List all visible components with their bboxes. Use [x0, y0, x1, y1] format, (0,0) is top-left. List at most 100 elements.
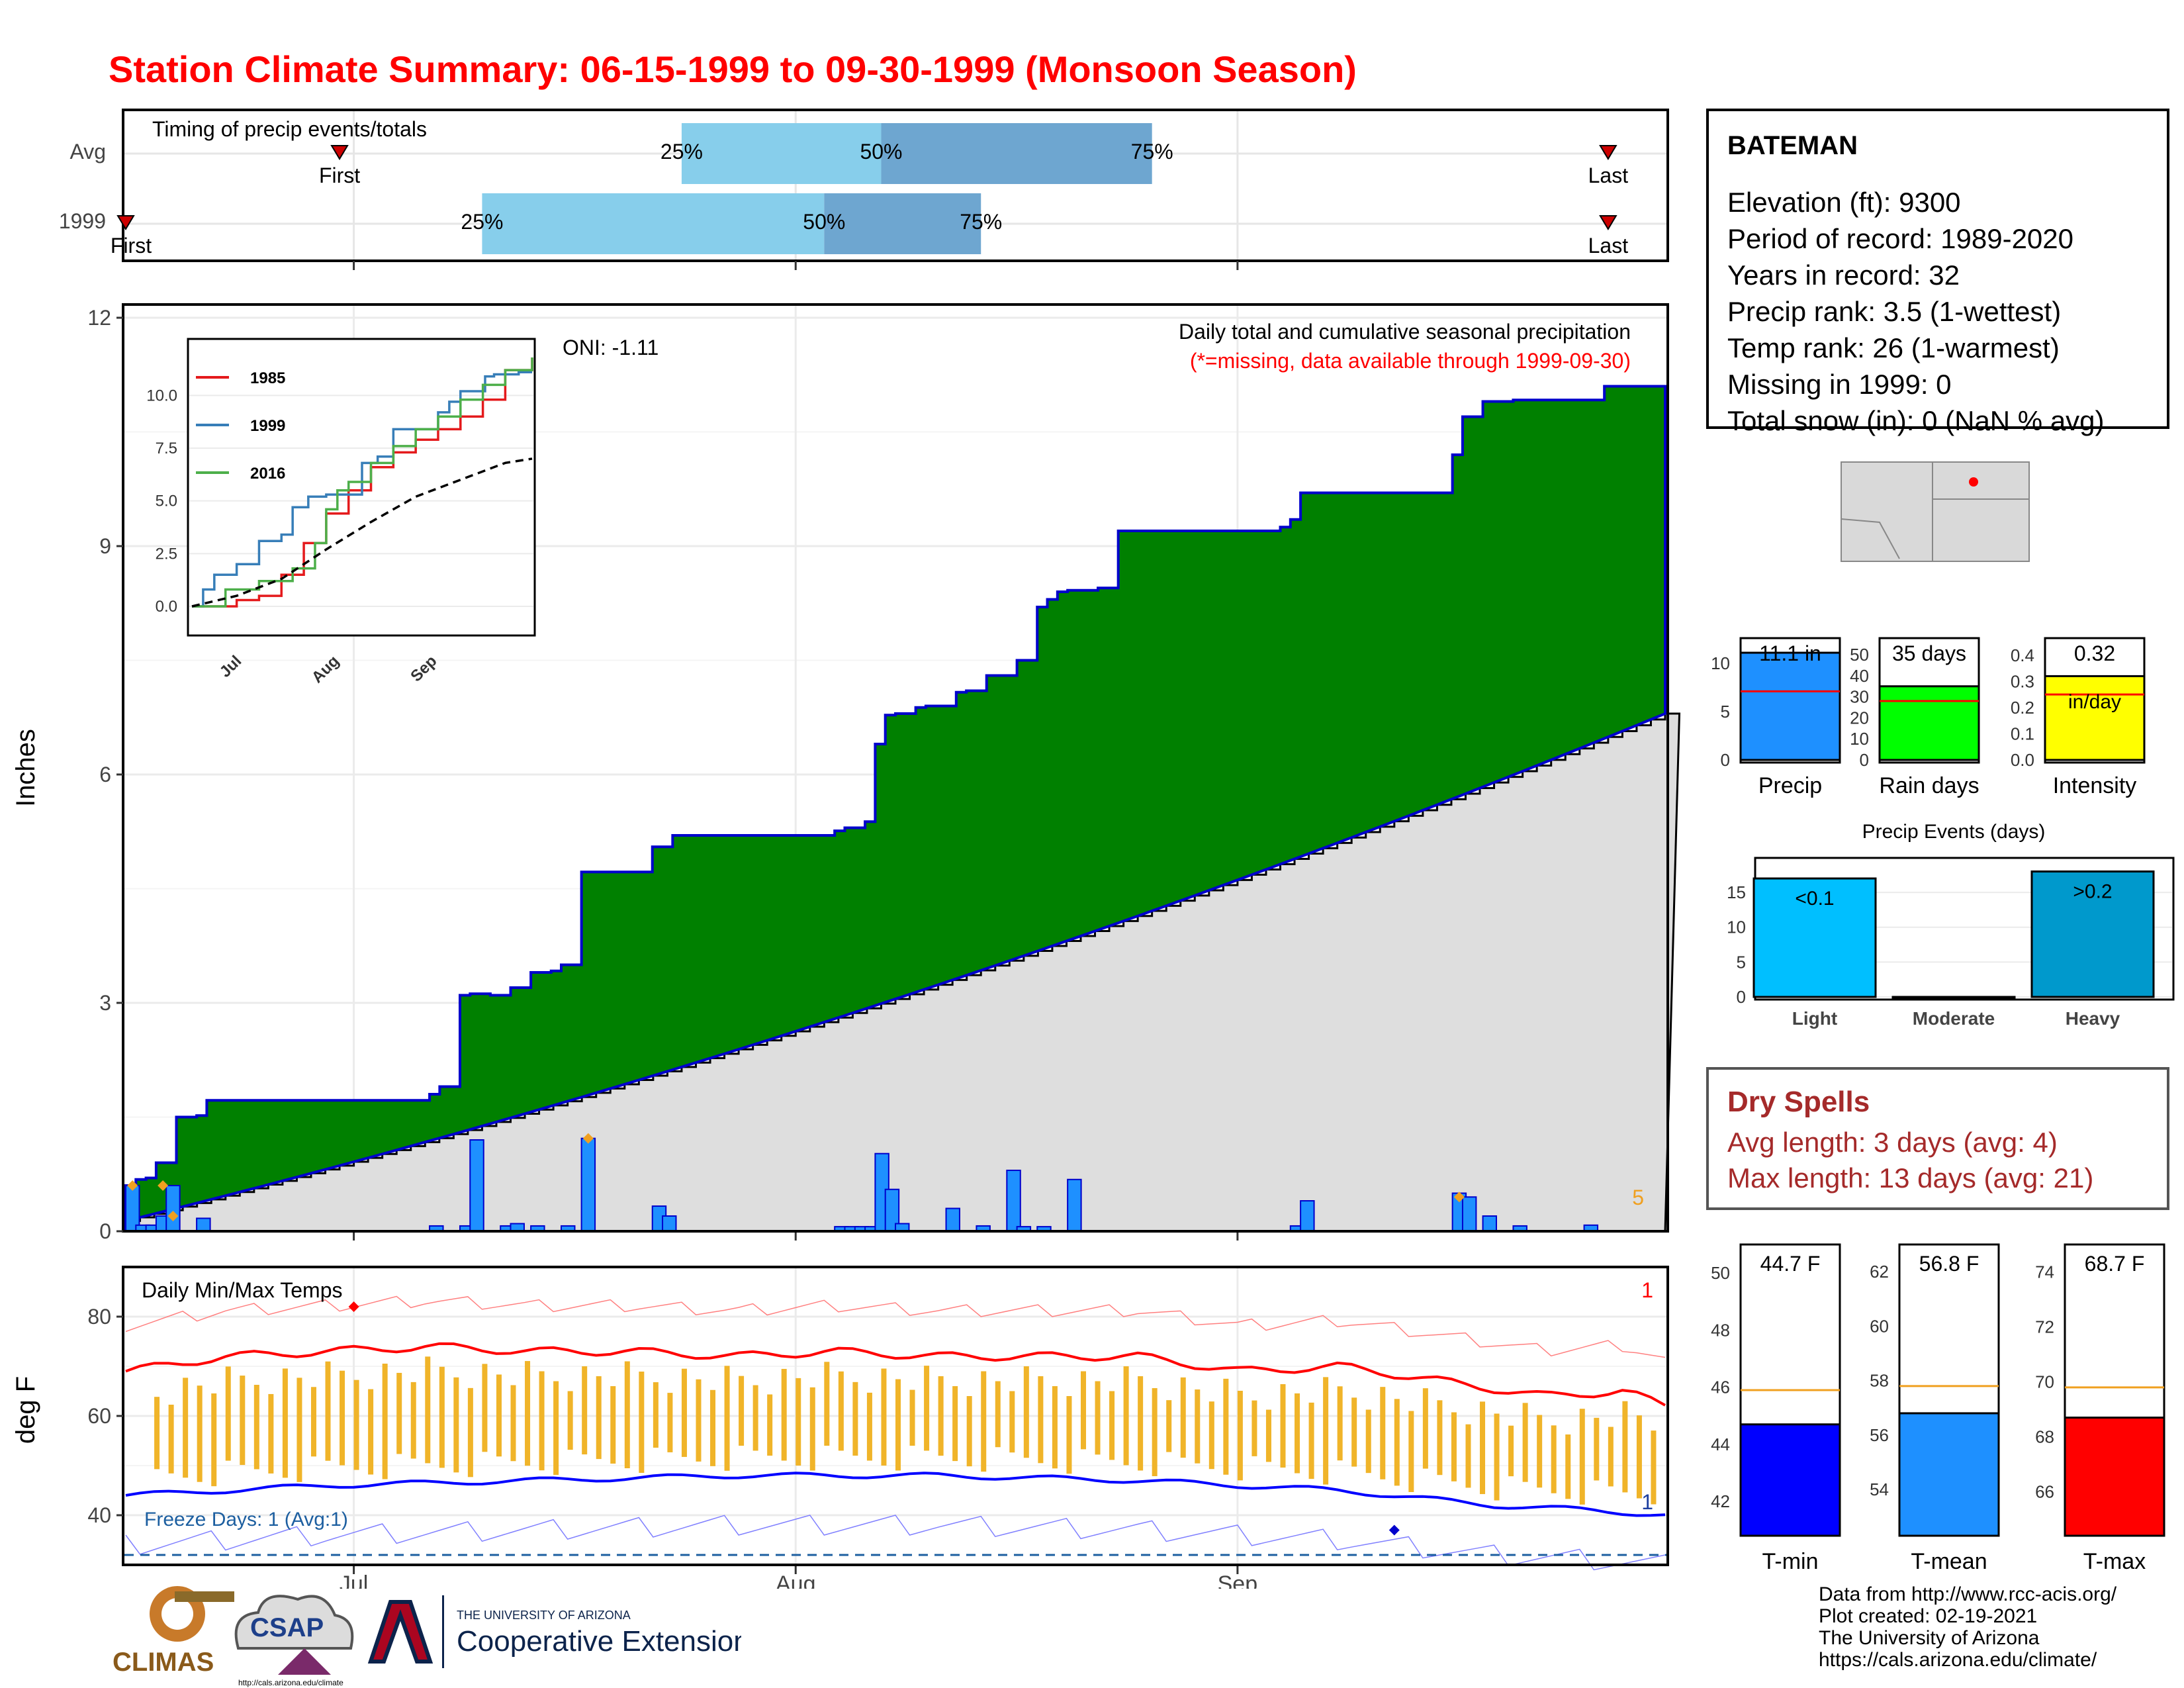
record-high-marker: [348, 1301, 359, 1312]
timing-avg-q25-q50-bar: [681, 123, 882, 184]
timing-avg-q50-q75-bar: [881, 123, 1152, 184]
temp-range-bar: [482, 1364, 488, 1452]
locator-map: [1841, 461, 2030, 562]
events-bar-heavy: [2030, 870, 2155, 998]
station-snow: Total snow (in): 0 (NaN % avg): [1727, 405, 2105, 436]
daily-precip-bar: [1300, 1200, 1315, 1232]
credit-plot-created: Plot created: 02-19-2021: [1819, 1605, 2038, 1627]
inset-line-1999: [192, 371, 532, 608]
temp-range-bar: [1052, 1386, 1058, 1469]
temp-range-bar: [453, 1377, 459, 1473]
station-location-marker: [1969, 477, 1978, 487]
tmax-summary-tick: 70: [2035, 1372, 2054, 1392]
station-temp-rank: Temp rank: 26 (1-warmest): [1727, 332, 2060, 363]
temp-range-bar: [1066, 1396, 1072, 1474]
intensity-summary-tick: 0.1: [2011, 724, 2034, 743]
precip-ytick-label: 12: [87, 306, 111, 330]
temp-range-bar: [183, 1378, 189, 1478]
dry-spells-title: Dry Spells: [1727, 1086, 1870, 1118]
daily-precip-bar: [125, 1185, 140, 1232]
temp-range-bar: [624, 1361, 630, 1469]
station-info-box: BATEMAN Elevation (ft): 9300 Period of r…: [1706, 109, 2169, 436]
temp-range-bar: [1265, 1409, 1271, 1462]
precip-summary-tick: 0: [1721, 750, 1730, 770]
temp-range-bar: [382, 1364, 388, 1479]
temp-range-bar: [1437, 1400, 1443, 1476]
tmean-summary-tick: 54: [1870, 1479, 1889, 1499]
temp-range-bar: [467, 1387, 473, 1477]
heavy-event-marker: [1453, 1192, 1465, 1203]
temp-range-bar: [981, 1371, 987, 1472]
timing-avg-first-marker: [330, 145, 349, 160]
temp-range-bar: [539, 1371, 545, 1471]
credit-university: The University of Arizona: [1819, 1627, 2040, 1649]
timing-avg-last-marker: [1599, 145, 1617, 160]
temp-range-bar: [1537, 1415, 1543, 1488]
temp-range-bar: [809, 1387, 815, 1471]
temp-range-bar: [966, 1396, 972, 1467]
events-category-label: Heavy: [2066, 1008, 2120, 1029]
station-details: Elevation (ft): 9300 Period of record: 1…: [1727, 184, 2105, 439]
heavy-event-marker: [127, 1180, 138, 1191]
temp-range-bar: [1237, 1391, 1243, 1481]
temp-range-bar: [225, 1366, 231, 1461]
temp-range-bar: [1451, 1412, 1457, 1481]
raindays-summary-tick: 10: [1850, 729, 1869, 749]
station-name: BATEMAN: [1727, 131, 1858, 160]
temp-summary-bars: 42 44 46 48 50 44.7 F T-min 54 56 58 60 62 56.8 F T-…: [1711, 1243, 2165, 1574]
daily-precip-bar: [580, 1137, 596, 1232]
daily-precip-bar: [469, 1139, 484, 1232]
heavy-event-marker: [582, 1133, 594, 1144]
temp-range-bar: [510, 1385, 516, 1462]
raindays-summary-tick: 30: [1850, 687, 1869, 707]
intensity-summary-bar: [2044, 675, 2146, 761]
temp-panel: 40 60 80 Jul Aug Sep Daily Min/Max Temps Fre…: [11, 1266, 1669, 1589]
temp-range-bar: [197, 1385, 203, 1482]
temp-range-bar: [1180, 1377, 1186, 1458]
intensity-summary-label: Intensity: [2053, 773, 2137, 798]
precip-ylabel: Inches: [11, 729, 40, 807]
temp-range-bar: [1380, 1387, 1386, 1479]
precip-summary-bar: [1739, 651, 1841, 761]
temp-range-bar: [952, 1386, 958, 1462]
temp-range-bar: [154, 1397, 160, 1470]
tmin-summary-tick: 46: [1711, 1378, 1730, 1397]
heavy-event-marker: [167, 1211, 179, 1221]
temp-range-bar: [168, 1405, 174, 1474]
temp-range-bar: [1465, 1424, 1471, 1488]
cumulative-precip-area: [124, 385, 1666, 1231]
temp-range-bar: [553, 1381, 559, 1476]
raindays-summary-label: Rain days: [1879, 773, 1979, 798]
logos: CLIMAS CSAP http://cals.arizona.edu/clim…: [113, 1586, 741, 1687]
station-elevation: Elevation (ft): 9300: [1727, 187, 1961, 218]
temp-ytick-label: 80: [87, 1305, 111, 1329]
timing-year-q25-label: 25%: [461, 210, 503, 234]
precip-events-chart: Precip Events (days) 0 5 10 15 <0.1 Light Mode…: [1727, 821, 2175, 1029]
inset-line-2016: [192, 357, 533, 608]
temp-range-bar: [938, 1376, 944, 1456]
timing-row-avg: Avg: [69, 140, 106, 164]
precip-summary-value: 11.1 in: [1759, 641, 1821, 665]
precip-subtitle: Daily total and cumulative seasonal prec…: [1179, 320, 1631, 344]
record-low-line: [125, 1515, 1666, 1571]
intensity-summary-tick: 0.0: [2011, 750, 2034, 770]
tmin-summary-tick: 42: [1711, 1491, 1730, 1511]
timing-avg-q75-label: 75%: [1131, 140, 1173, 164]
temp-range-bar: [1323, 1377, 1329, 1485]
ua-small-text: THE UNIVERSITY OF ARIZONA: [457, 1609, 631, 1622]
temp-range-bar: [1152, 1388, 1158, 1476]
precip-summary-label: Precip: [1758, 773, 1822, 798]
temp-range-bar: [924, 1366, 930, 1451]
station-period: Period of record: 1989-2020: [1727, 223, 2074, 254]
freeze-days-label: Freeze Days: 1 (Avg:1): [144, 1509, 348, 1530]
tmax-line: [125, 1342, 1666, 1407]
events-tick: 5: [1737, 952, 1746, 972]
tmax-summary-tick: 74: [2035, 1262, 2054, 1282]
temp-ylabel: deg F: [11, 1376, 40, 1444]
temp-range-bar: [1337, 1386, 1343, 1461]
temp-range-bar: [1009, 1391, 1015, 1453]
temp-range-bar: [396, 1372, 402, 1454]
intensity-summary-unit: in/day: [2068, 691, 2121, 713]
